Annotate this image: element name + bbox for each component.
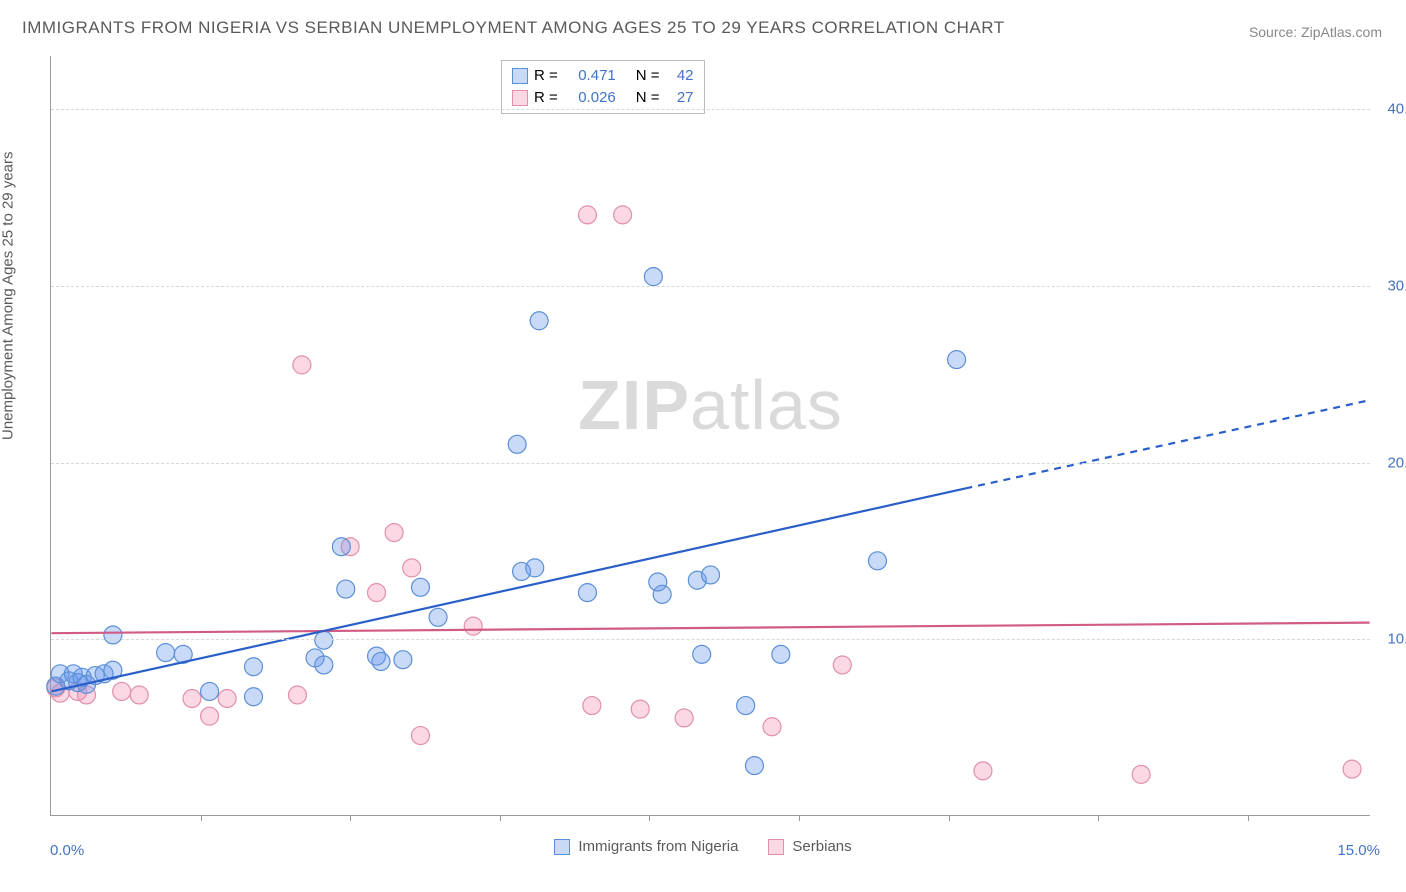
- gridline-h: [51, 109, 1370, 110]
- data-point-pink: [288, 686, 306, 704]
- y-tick-label: 40.0%: [1387, 101, 1406, 118]
- data-point-blue: [530, 312, 548, 330]
- bottom-legend-item: Serbians: [768, 838, 851, 855]
- data-point-pink: [183, 690, 201, 708]
- stats-legend-row: R = 0.471 N = 42: [512, 65, 694, 87]
- data-point-pink: [411, 727, 429, 745]
- data-point-blue: [332, 538, 350, 556]
- bottom-legend-item: Immigrants from Nigeria: [554, 838, 738, 855]
- r-value: 0.471: [564, 65, 616, 87]
- data-point-blue: [394, 651, 412, 669]
- x-tick: [1248, 815, 1249, 821]
- data-point-pink: [763, 718, 781, 736]
- plot-area: ZIPatlas R =0.471N =42R =0.026N =27 10.0…: [50, 56, 1370, 816]
- data-point-blue: [245, 658, 263, 676]
- bottom-legend: Immigrants from Nigeria Serbians: [0, 838, 1406, 855]
- legend-swatch-blue: [512, 68, 528, 84]
- r-label: R =: [534, 87, 558, 109]
- x-tick: [799, 815, 800, 821]
- data-point-pink: [385, 524, 403, 542]
- y-axis-title: Unemployment Among Ages 25 to 29 years: [0, 151, 17, 440]
- data-point-blue: [508, 435, 526, 453]
- legend-label: Immigrants from Nigeria: [578, 838, 738, 855]
- data-point-pink: [201, 707, 219, 725]
- r-label: R =: [534, 65, 558, 87]
- data-point-pink: [578, 206, 596, 224]
- data-point-blue: [526, 559, 544, 577]
- legend-swatch-pink: [768, 839, 784, 855]
- data-point-blue: [411, 578, 429, 596]
- data-point-pink: [1132, 765, 1150, 783]
- x-tick: [350, 815, 351, 821]
- source-attribution: Source: ZipAtlas.com: [1249, 24, 1382, 40]
- y-tick-label: 10.0%: [1387, 631, 1406, 648]
- y-tick-label: 30.0%: [1387, 277, 1406, 294]
- data-point-pink: [368, 584, 386, 602]
- stats-legend: R = 0.471 N = 42 R = 0.026 N = 27: [501, 60, 705, 114]
- data-point-blue: [948, 351, 966, 369]
- data-point-pink: [293, 356, 311, 374]
- data-point-blue: [337, 580, 355, 598]
- source-prefix: Source:: [1249, 24, 1301, 40]
- data-point-blue: [578, 584, 596, 602]
- gridline-h: [51, 286, 1370, 287]
- legend-swatch-blue: [554, 839, 570, 855]
- x-tick: [649, 815, 650, 821]
- data-point-blue: [372, 652, 390, 670]
- stats-legend-row: R = 0.026 N = 27: [512, 87, 694, 109]
- n-value: 27: [666, 87, 694, 109]
- trend-line-pink: [51, 623, 1369, 634]
- y-tick-label: 20.0%: [1387, 454, 1406, 471]
- data-point-blue: [737, 697, 755, 715]
- n-value: 42: [666, 65, 694, 87]
- data-point-blue: [201, 682, 219, 700]
- data-point-blue: [315, 656, 333, 674]
- data-point-blue: [429, 608, 447, 626]
- data-point-pink: [614, 206, 632, 224]
- data-point-blue: [644, 268, 662, 286]
- data-point-pink: [631, 700, 649, 718]
- gridline-h: [51, 463, 1370, 464]
- data-point-blue: [649, 573, 667, 591]
- data-point-blue: [868, 552, 886, 570]
- chart-svg: [51, 56, 1370, 815]
- data-point-blue: [245, 688, 263, 706]
- legend-label: Serbians: [792, 838, 851, 855]
- data-point-blue: [693, 645, 711, 663]
- data-point-pink: [218, 690, 236, 708]
- data-point-pink: [583, 697, 601, 715]
- x-tick: [949, 815, 950, 821]
- x-tick: [500, 815, 501, 821]
- legend-swatch-pink: [512, 90, 528, 106]
- n-label: N =: [636, 87, 660, 109]
- data-point-blue: [772, 645, 790, 663]
- gridline-h: [51, 639, 1370, 640]
- r-value: 0.026: [564, 87, 616, 109]
- data-point-pink: [1343, 760, 1361, 778]
- source-name: ZipAtlas.com: [1301, 24, 1382, 40]
- data-point-pink: [113, 682, 131, 700]
- data-point-blue: [315, 631, 333, 649]
- data-point-pink: [403, 559, 421, 577]
- n-label: N =: [636, 65, 660, 87]
- trend-line-blue: [51, 488, 965, 691]
- data-point-blue: [702, 566, 720, 584]
- data-point-pink: [833, 656, 851, 674]
- data-point-pink: [974, 762, 992, 780]
- data-point-pink: [464, 617, 482, 635]
- data-point-blue: [157, 644, 175, 662]
- data-point-pink: [130, 686, 148, 704]
- data-point-pink: [675, 709, 693, 727]
- data-point-blue: [745, 757, 763, 775]
- trend-line-blue-dashed: [965, 400, 1369, 488]
- data-point-blue: [104, 626, 122, 644]
- x-tick: [201, 815, 202, 821]
- x-tick: [1098, 815, 1099, 821]
- chart-title: IMMIGRANTS FROM NIGERIA VS SERBIAN UNEMP…: [22, 18, 1005, 38]
